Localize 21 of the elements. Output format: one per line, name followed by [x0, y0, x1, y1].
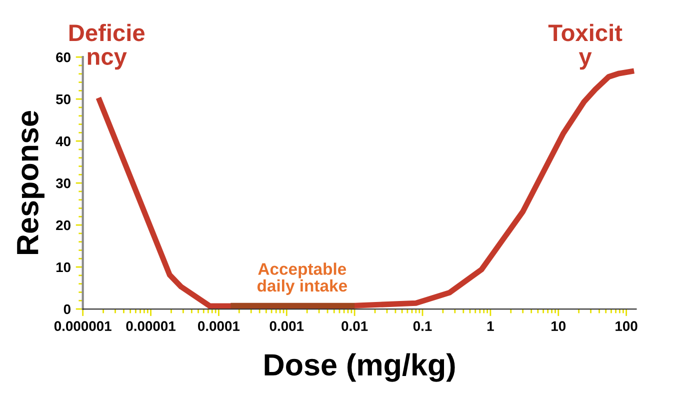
x-tick-label: 0.000001	[54, 321, 112, 332]
y-axis-title: Response	[17, 111, 44, 254]
annotation: Toxicit y	[548, 24, 622, 70]
y-tick-label: 0	[64, 304, 70, 314]
y-tick-label: 50	[56, 94, 70, 104]
x-tick-label: 0.0001	[198, 321, 240, 332]
annotation: Deficie ncy	[69, 24, 145, 70]
x-tick-label: 0.00001	[126, 321, 176, 332]
y-tick-label: 10	[56, 262, 70, 272]
x-axis-title: Dose (mg/kg)	[264, 353, 455, 382]
annotation: Acceptable daily intake	[257, 262, 347, 295]
y-tick-label: 40	[56, 136, 70, 146]
x-tick-label: 0.1	[413, 321, 432, 332]
y-tick-label: 30	[56, 178, 70, 188]
x-tick-label: 100	[616, 321, 638, 332]
y-tick-label: 20	[56, 220, 70, 230]
y-tick-label: 60	[56, 52, 70, 62]
x-tick-label: 10	[552, 321, 566, 332]
x-tick-label: 1	[487, 321, 494, 331]
x-tick-label: 0.01	[342, 321, 368, 332]
x-tick-label: 0.001	[270, 321, 304, 332]
